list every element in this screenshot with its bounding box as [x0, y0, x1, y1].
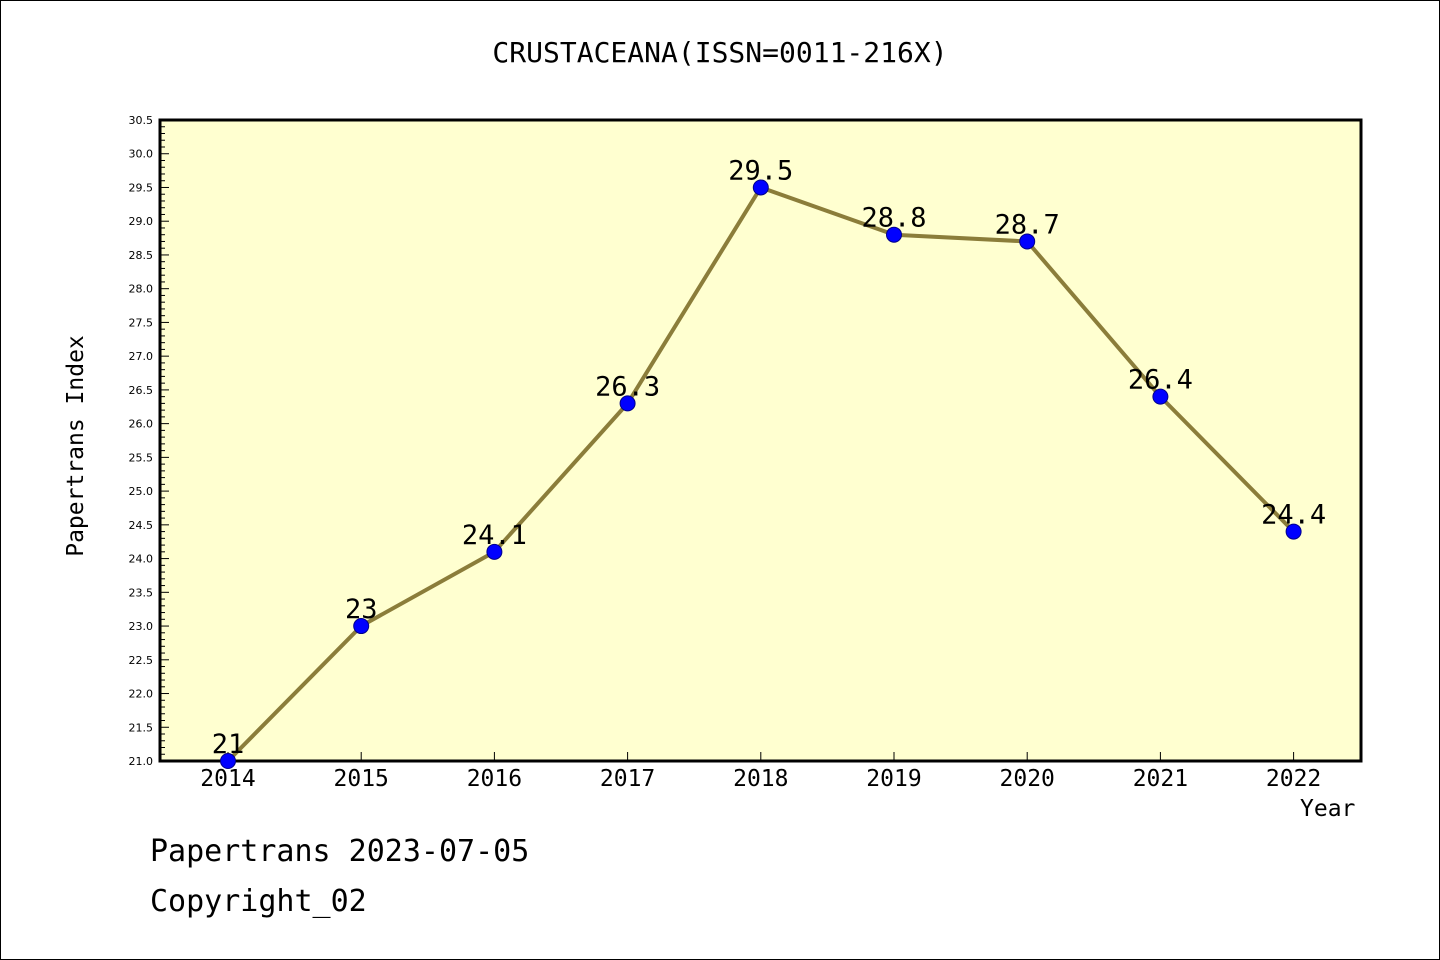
y-tick-label: 24.5: [129, 519, 154, 532]
y-tick-label: 22.0: [129, 688, 154, 701]
data-point-label: 26.3: [595, 371, 660, 402]
x-tick-label: 2019: [866, 766, 921, 792]
data-point-label: 28.8: [861, 203, 926, 234]
data-point-label: 28.7: [995, 209, 1060, 240]
y-tick-label: 27.0: [129, 350, 154, 363]
y-tick-label: 29.5: [129, 181, 154, 194]
data-point-label: 29.5: [728, 155, 793, 186]
x-tick-label: 2020: [1000, 766, 1055, 792]
y-tick-label: 24.0: [129, 553, 154, 566]
x-axis-label: Year: [1300, 796, 1356, 822]
data-point-marker: [1019, 233, 1036, 250]
y-tick-label: 21.5: [129, 721, 154, 734]
data-point-marker: [220, 753, 236, 769]
y-tick-label: 25.0: [129, 485, 154, 498]
y-tick-label: 29.0: [129, 215, 154, 228]
x-tick-label: 2015: [334, 766, 389, 792]
data-point-label: 21: [212, 729, 245, 760]
x-tick-label: 2017: [600, 766, 655, 792]
data-markers: [220, 179, 1302, 769]
y-tick-label: 23.0: [129, 620, 154, 633]
y-axis-label: Papertrans Index: [63, 335, 89, 557]
data-point-label: 24.1: [462, 520, 527, 551]
y-tick-label: 28.0: [129, 283, 154, 296]
x-tick-label: 2018: [733, 766, 788, 792]
x-tick-label: 2014: [200, 766, 255, 792]
x-tick-label: 2022: [1266, 766, 1321, 792]
y-tick-label: 26.0: [129, 418, 154, 431]
y-tick-label: 23.5: [129, 586, 154, 599]
y-tick-label: 22.5: [129, 654, 154, 667]
y-tick-label: 28.5: [129, 249, 154, 262]
x-axis: 2014 2015 2016 2017 2018 2019 2020 2021 2022: [200, 752, 1321, 792]
y-tick-label: 30.0: [129, 148, 154, 161]
footer-date: Papertrans 2023-07-05: [150, 834, 530, 869]
data-labels: 21 23 24.1 26.3 29.5 28.8 28.7 26.4 24.4: [212, 155, 1326, 760]
y-tick-label: 25.5: [129, 451, 154, 464]
data-point-marker: [619, 395, 636, 412]
data-point-marker: [752, 179, 769, 196]
data-point-label: 23: [345, 594, 378, 625]
data-point-marker: [486, 543, 503, 560]
footer-copyright: Copyright_02: [150, 884, 367, 919]
data-point-marker: [1285, 523, 1302, 540]
data-point-marker: [353, 618, 370, 635]
data-point-label: 24.4: [1261, 500, 1326, 531]
plot-area: [158, 118, 1363, 763]
data-point-label: 26.4: [1128, 365, 1193, 396]
x-tick-label: 2021: [1133, 766, 1188, 792]
x-tick-label: 2016: [467, 766, 522, 792]
y-tick-label: 30.5: [129, 114, 154, 127]
data-point-marker: [1152, 388, 1169, 405]
y-axis: 21.0 21.5 22.0 22.5 23.0 23.5 24.0 24.5 25.0 25.5…: [129, 114, 169, 768]
y-tick-label: 21.0: [129, 755, 154, 768]
y-tick-label: 27.5: [129, 316, 154, 329]
data-point-marker: [886, 226, 902, 243]
chart-title: CRUSTACEANA(ISSN=0011-216X): [492, 36, 948, 69]
y-tick-label: 26.5: [129, 384, 154, 397]
